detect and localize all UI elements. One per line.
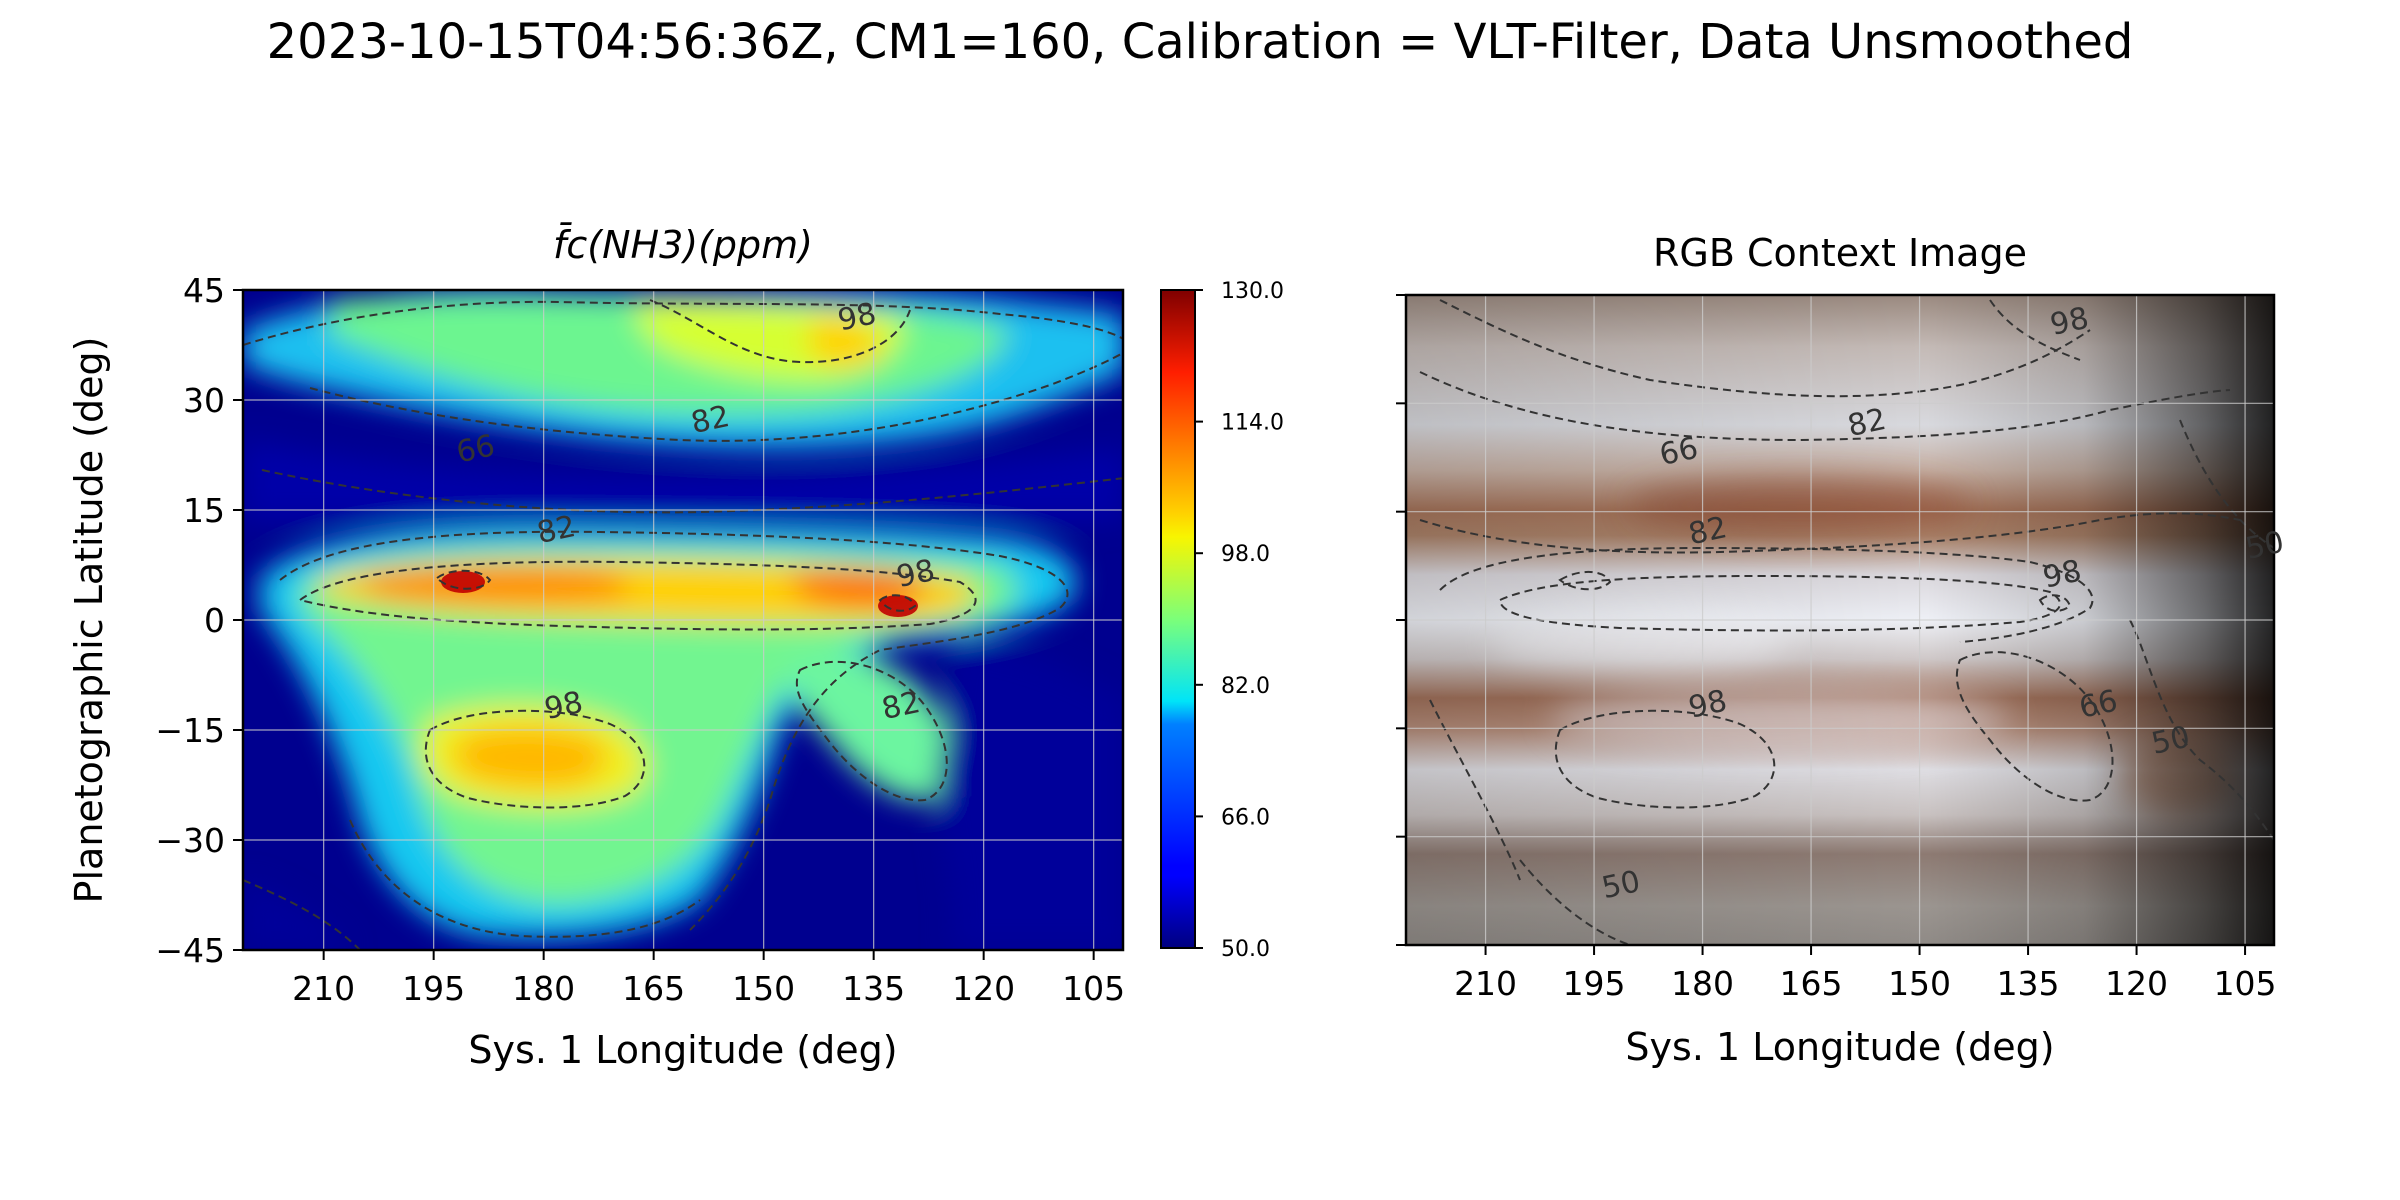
nh3-contour-label: 82	[534, 509, 579, 551]
rgb-axes: 210 195 180 165 150 135 120 105	[1396, 294, 2277, 1003]
nh3-contour-label: 66	[453, 428, 498, 470]
rgb-contour-label: 66	[2076, 684, 2121, 726]
figure-title: 2023-10-15T04:56:36Z, CM1=160, Calibrati…	[267, 14, 2134, 70]
nh3-x-tick-label: 120	[952, 969, 1015, 1008]
rgb-contour-label: 98	[1686, 684, 1731, 726]
rgb-contour-label: 82	[1845, 402, 1890, 444]
nh3-y-tick-label: 0	[204, 601, 225, 640]
rgb-panel: RGB Context Image	[1396, 231, 2287, 1069]
rgb-panel-title: RGB Context Image	[1653, 231, 2027, 275]
rgb-contour-label: 98	[2040, 554, 2085, 596]
nh3-y-axis-label: Planetographic Latitude (deg)	[67, 337, 111, 904]
rgb-x-axis-label: Sys. 1 Longitude (deg)	[1625, 1025, 2054, 1069]
rgb-contour-label: 50	[2242, 525, 2287, 567]
colorbar-tick-label: 98.0	[1221, 542, 1270, 567]
rgb-contour-label: 50	[1599, 864, 1644, 906]
nh3-contour-labels: 98 82 66 82 98 98 82	[453, 296, 938, 727]
rgb-x-tick-label: 150	[1888, 964, 1951, 1003]
rgb-contour-label: 82	[1686, 510, 1731, 552]
nh3-y-tick-label: 45	[183, 271, 225, 310]
rgb-contour-labels: 98 82 66 82 50 98 98 66 50 50	[1599, 301, 2287, 907]
nh3-y-tick-label: −30	[155, 821, 225, 860]
colorbar-tick-label: 114.0	[1221, 411, 1284, 436]
colorbar-ticks: 50.0 66.0 82.0 98.0 114.0 130.0	[1195, 279, 1284, 962]
nh3-x-tick-label: 210	[292, 969, 355, 1008]
nh3-contour-label: 98	[893, 553, 938, 595]
colorbar-tick-label: 66.0	[1221, 805, 1270, 830]
nh3-contour-label: 82	[879, 685, 924, 727]
colorbar-tick-label: 50.0	[1221, 937, 1270, 962]
nh3-y-tick-label: 15	[183, 491, 225, 530]
nh3-contour-label: 98	[541, 685, 586, 727]
rgb-x-tick-label: 105	[2214, 964, 2277, 1003]
nh3-x-tick-label: 135	[842, 969, 905, 1008]
rgb-x-tick-label: 180	[1671, 964, 1734, 1003]
rgb-contour-label: 66	[1657, 431, 1702, 473]
nh3-y-tick-label: −45	[155, 931, 225, 970]
nh3-x-tick-label: 195	[402, 969, 465, 1008]
rgb-contour-label: 98	[2047, 301, 2092, 343]
colorbar-tick-label: 130.0	[1221, 279, 1284, 304]
nh3-x-tick-label: 180	[512, 969, 575, 1008]
rgb-x-tick-label: 210	[1454, 964, 1517, 1003]
rgb-contour-label: 50	[2148, 720, 2193, 762]
nh3-x-tick-label: 150	[732, 969, 795, 1008]
rgb-x-tick-label: 165	[1780, 964, 1843, 1003]
rgb-contours	[1419, 299, 2274, 945]
nh3-panel-title: f̄c(NH3)(ppm)	[553, 223, 813, 267]
nh3-y-tick-label: 30	[183, 381, 225, 420]
colorbar-tick-label: 82.0	[1221, 674, 1270, 699]
nh3-contour-label: 82	[688, 399, 733, 441]
nh3-contours	[243, 299, 1123, 950]
rgb-x-tick-label: 120	[2105, 964, 2168, 1003]
rgb-x-tick-label: 135	[1997, 964, 2060, 1003]
nh3-contour-label: 98	[835, 296, 880, 338]
nh3-x-axis-label: Sys. 1 Longitude (deg)	[468, 1028, 897, 1072]
nh3-x-tick-label: 165	[622, 969, 685, 1008]
rgb-x-tick-label: 195	[1563, 964, 1626, 1003]
nh3-x-tick-label: 105	[1062, 969, 1125, 1008]
nh3-y-tick-label: −15	[155, 711, 225, 750]
colorbar	[1160, 289, 1196, 949]
nh3-panel: f̄c(NH3)(ppm)	[67, 223, 1284, 1072]
